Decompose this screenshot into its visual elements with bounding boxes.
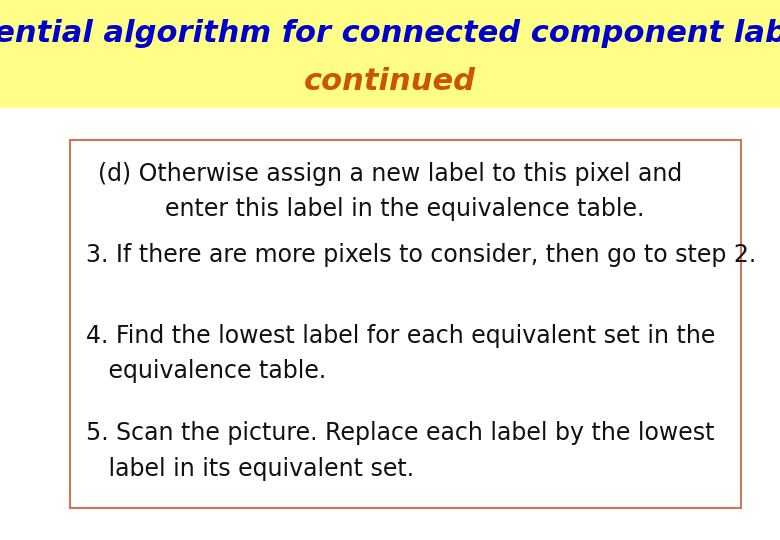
Text: 4. Find the lowest label for each equivalent set in the
   equivalence table.: 4. Find the lowest label for each equiva… bbox=[86, 324, 715, 383]
Text: Sequential algorithm for connected component labeling: Sequential algorithm for connected compo… bbox=[0, 19, 780, 48]
Text: continued: continued bbox=[304, 68, 476, 97]
Text: 5. Scan the picture. Replace each label by the lowest
   label in its equivalent: 5. Scan the picture. Replace each label … bbox=[86, 421, 714, 481]
Bar bbox=[0, 108, 780, 540]
Text: 3. If there are more pixels to consider, then go to step 2.: 3. If there are more pixels to consider,… bbox=[86, 243, 756, 267]
Text: (d) Otherwise assign a new label to this pixel and
    enter this label in the e: (d) Otherwise assign a new label to this… bbox=[98, 162, 682, 221]
FancyBboxPatch shape bbox=[70, 140, 741, 508]
Bar bbox=[0, 0, 780, 108]
